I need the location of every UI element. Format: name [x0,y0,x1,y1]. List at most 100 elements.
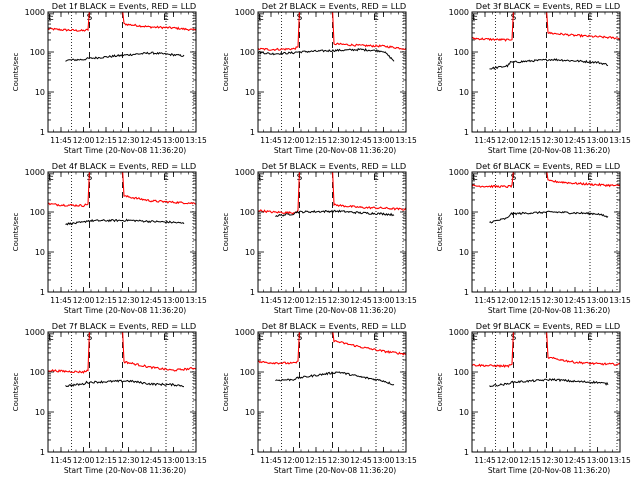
marker-label: E [48,13,54,23]
series-line-lld [472,332,620,369]
plot-frame [257,171,407,293]
x-tick-label: 12:45 [140,456,162,465]
series-line-lld [258,12,406,51]
x-tick-label: 12:15 [95,296,117,305]
y-tick-label: 100 [30,48,45,57]
x-axis-label: Start Time (20-Nov-08 11:36:20) [64,146,186,155]
plot-frame [471,171,621,293]
panel-title: Det 8f BLACK = Events, RED = LLD [262,321,406,331]
detector-panel: Det 8f BLACK = Events, RED = LLD E S E 1 10 10… [222,321,417,475]
y-axis-label: Counts/sec [436,373,444,412]
series-line-events [65,218,185,226]
panel-title: Det 3f BLACK = Events, RED = LLD [476,1,620,11]
series-group [258,12,406,62]
x-tick-label: 12:00 [497,296,519,305]
x-tick-label: 13:15 [609,136,631,145]
series-line-lld [258,332,406,365]
x-axis-label: Start Time (20-Nov-08 11:36:20) [274,146,396,155]
y-tick-label: 1000 [235,328,255,337]
x-tick-label: 12:30 [328,296,350,305]
x-tick-label: 12:45 [140,136,162,145]
x-tick-label: 12:30 [328,136,350,145]
x-tick-label: 12:45 [350,136,372,145]
y-tick-label: 100 [454,208,469,217]
marker-label: E [373,333,379,343]
series-line-events [275,209,395,218]
x-tick-label: 12:30 [328,456,350,465]
x-tick-label: 13:00 [587,296,609,305]
y-axis-label: Counts/sec [12,213,20,252]
y-axis-label: Counts/sec [12,53,20,92]
y-tick-label: 100 [240,208,255,217]
x-tick-label: 11:45 [260,296,282,305]
x-axis-label: Start Time (20-Nov-08 11:36:20) [488,146,610,155]
x-tick-label: 12:30 [542,136,564,145]
x-tick-label: 13:00 [163,136,185,145]
x-tick-label: 13:15 [395,296,417,305]
x-tick-label: 12:30 [118,456,140,465]
x-tick-label: 12:00 [497,136,519,145]
x-tick-label: 13:15 [185,456,207,465]
y-axis-label: Counts/sec [222,213,230,252]
x-tick-label: 13:00 [163,296,185,305]
x-axis-label: Start Time (20-Nov-08 11:36:20) [64,466,186,475]
x-tick-label: 12:15 [95,136,117,145]
x-tick-label: 12:45 [350,456,372,465]
y-tick-label: 100 [30,208,45,217]
x-tick-label: 12:00 [283,136,305,145]
x-tick-label: 13:00 [587,136,609,145]
marker-label: E [373,173,379,183]
y-axis-label: Counts/sec [436,53,444,92]
y-tick-label: 1 [250,128,255,137]
marker-label: E [472,13,478,23]
y-tick-label: 10 [35,88,45,97]
y-axis-label: Counts/sec [222,53,230,92]
x-tick-label: 12:45 [140,296,162,305]
x-tick-label: 12:15 [519,456,541,465]
y-tick-label: 1 [40,288,45,297]
y-tick-label: 10 [459,408,469,417]
x-tick-label: 13:15 [395,456,417,465]
x-tick-label: 12:00 [73,296,95,305]
y-tick-label: 1 [464,448,469,457]
x-axis-label: Start Time (20-Nov-08 11:36:20) [64,306,186,315]
x-tick-label: 12:00 [283,456,305,465]
x-tick-label: 12:15 [519,136,541,145]
x-tick-label: 12:45 [564,136,586,145]
y-tick-label: 1 [250,288,255,297]
series-group [48,332,196,388]
x-tick-label: 11:45 [50,456,72,465]
x-tick-label: 12:30 [118,296,140,305]
x-tick-label: 12:00 [283,296,305,305]
y-tick-label: 1000 [25,8,45,17]
panel-title: Det 9f BLACK = Events, RED = LLD [476,321,620,331]
y-tick-label: 100 [240,368,255,377]
x-tick-label: 11:45 [50,296,72,305]
panel-title: Det 5f BLACK = Events, RED = LLD [262,161,406,171]
y-tick-label: 1000 [235,168,255,177]
y-tick-label: 100 [454,48,469,57]
series-line-events [258,47,395,62]
x-tick-label: 13:15 [185,296,207,305]
marker-label: E [587,13,593,23]
series-group [472,12,620,70]
y-tick-label: 1000 [449,8,469,17]
marker-label: E [258,173,264,183]
panel-title: Det 2f BLACK = Events, RED = LLD [262,1,406,11]
marker-label: E [472,333,478,343]
series-line-lld [48,172,196,208]
panel-title: Det 1f BLACK = Events, RED = LLD [52,1,196,11]
marker-label: E [163,333,169,343]
y-tick-label: 1 [250,448,255,457]
series-line-events [489,58,609,70]
panel-title: Det 6f BLACK = Events, RED = LLD [476,161,620,171]
marker-label: S [297,333,303,343]
y-tick-label: 1000 [235,8,255,17]
y-tick-label: 100 [240,48,255,57]
x-axis-label: Start Time (20-Nov-08 11:36:20) [274,306,396,315]
x-tick-label: 12:45 [350,296,372,305]
y-tick-label: 10 [245,248,255,257]
x-axis-label: Start Time (20-Nov-08 11:36:20) [488,466,610,475]
series-group [258,332,406,386]
